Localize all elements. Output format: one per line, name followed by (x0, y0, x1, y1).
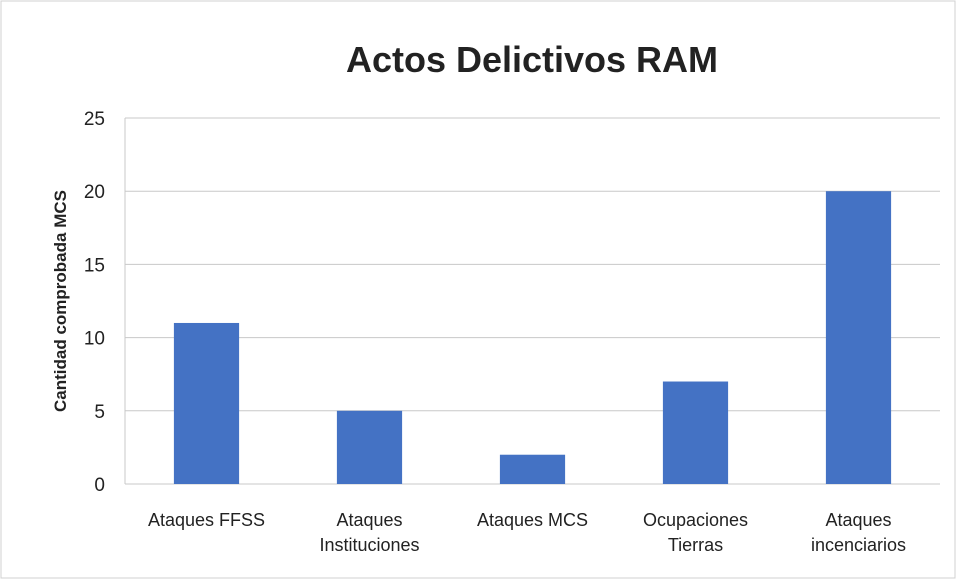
x-tick-label: Ataques FFSS (147, 510, 266, 530)
x-tick-label: Ataques incenciarios (810, 510, 907, 555)
bar (336, 410, 403, 484)
bar (173, 322, 240, 484)
y-axis-label: Cantidad comprobada MCS (51, 190, 70, 412)
bar (662, 381, 729, 484)
chart-title: Actos Delictivos RAM (346, 39, 718, 80)
x-tick-label: Ocupaciones Tierras (642, 510, 749, 555)
y-tick-label: 25 (84, 109, 105, 130)
bar (825, 191, 892, 484)
y-tick-label: 15 (84, 255, 105, 276)
x-tick-label: Ataques MCS (476, 510, 589, 530)
x-tick-label: Ataques Instituciones (319, 510, 420, 555)
bar (499, 454, 566, 484)
y-tick-label: 5 (94, 402, 105, 423)
y-tick-label: 0 (94, 475, 105, 496)
y-tick-label: 20 (84, 182, 105, 203)
y-tick-label: 10 (84, 329, 105, 350)
